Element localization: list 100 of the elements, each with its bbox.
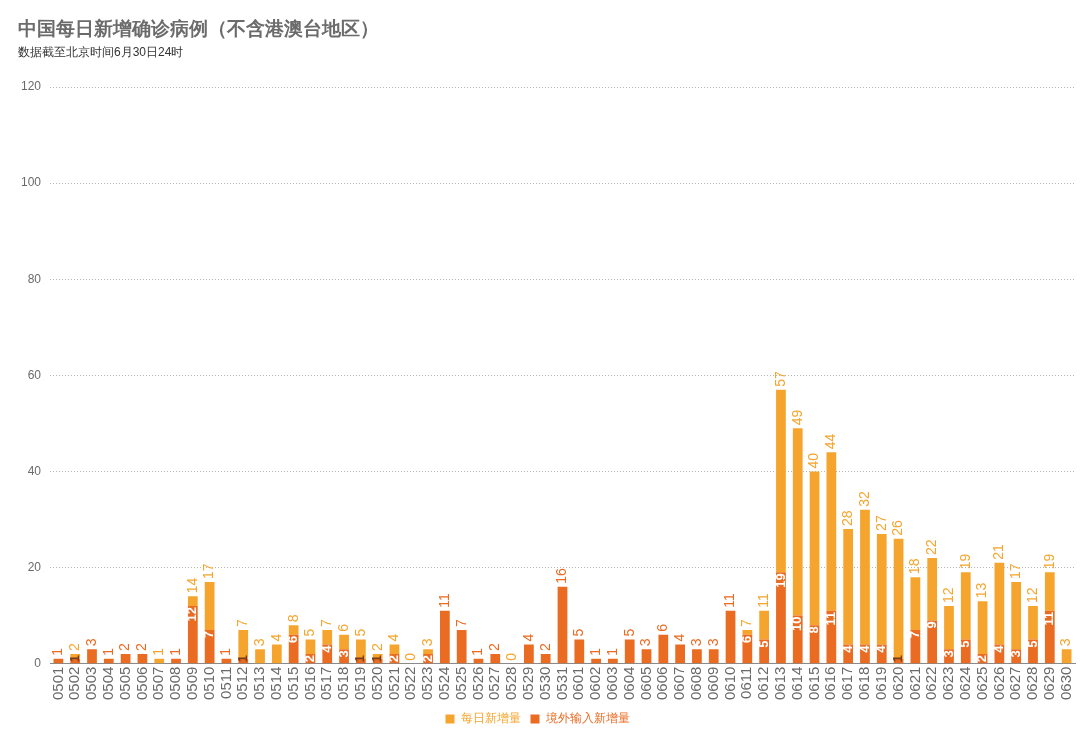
data-label: 1 [469,647,486,656]
data-label: 19 [772,573,788,588]
x-tick-label: 0614 [787,666,805,701]
total-label: 4 [385,633,402,642]
total-label: 19 [1040,553,1057,570]
x-tick-label: 0521 [384,666,402,701]
total-label: 2 [66,643,83,652]
data-label: 1 [890,654,906,663]
bar [591,658,601,664]
x-tick-label: 0626 [989,666,1007,701]
total-label: 17 [200,563,217,579]
bar [423,649,433,655]
bar [187,596,198,606]
data-label: 2 [386,655,402,663]
bar [120,654,131,664]
x-tick-label: 0620 [888,666,906,701]
bar [725,610,736,664]
bar [826,452,837,611]
bar [994,562,1005,645]
data-label: 10 [789,616,805,632]
data-label: 1 [166,647,183,656]
x-tick-label: 0609 [703,666,721,701]
bar [641,649,652,664]
bar [204,629,215,664]
data-label: 11 [1041,611,1057,626]
x-tick-label: 0522 [401,666,419,701]
x-tick-label: 0520 [367,666,385,701]
x-tick-label: 0607 [670,666,688,701]
bar [927,557,938,621]
data-label: 7 [906,630,922,639]
x-tick-label: 0524 [435,666,453,701]
data-label: 4 [267,633,284,642]
total-label: 17 [1007,563,1024,579]
x-tick-label: 0528 [502,666,520,701]
total-label: 7 [234,618,251,627]
data-label: 4 [519,633,536,642]
data-label: 4 [318,644,334,653]
data-label: 1 [66,654,82,663]
data-label: 3 [687,638,704,647]
data-label: 3 [637,638,654,647]
total-label: 13 [973,582,990,599]
data-label: 2 [302,655,318,663]
bar [490,654,501,664]
data-label: 5 [755,640,771,648]
x-tick-label: 0622 [922,666,940,701]
x-tick-label: 0606 [653,666,671,701]
bar [271,644,282,664]
x-tick-label: 0619 [871,666,889,701]
total-label: 12 [939,587,956,603]
data-label: 2 [419,655,435,663]
total-label: 40 [805,452,822,469]
total-label: 49 [788,409,805,426]
data-label: 1 [150,647,167,656]
data-label: 16 [553,567,570,584]
x-tick-label: 0629 [1039,666,1057,701]
x-tick-label: 0517 [317,666,335,701]
x-tick-label: 0506 [132,666,150,701]
x-tick-label: 0516 [300,666,318,701]
total-label: 12 [1023,587,1040,603]
bar [927,620,938,664]
total-label: 7 [318,618,335,627]
bar [708,649,719,664]
total-label: 27 [872,515,889,531]
bar [675,644,685,664]
bar [1028,605,1038,640]
data-label: 2 [133,643,150,652]
data-label: 4 [856,644,872,653]
data-label: 9 [923,621,939,629]
x-tick-label: 0616 [821,666,839,701]
data-label: 5 [570,628,587,637]
total-label: 3 [418,638,435,647]
x-tick-label: 0612 [754,666,772,701]
x-tick-label: 0601 [569,666,587,701]
bar [137,654,148,664]
x-tick-label: 0617 [838,666,856,701]
bar [540,654,551,664]
total-label: 11 [755,593,771,608]
x-tick-label: 0623 [939,666,957,701]
data-label: 1 [217,647,234,656]
total-label: 21 [990,543,1007,560]
data-label: 8 [806,626,822,634]
data-label: 7 [201,630,217,639]
x-tick-label: 0627 [1006,666,1024,701]
x-tick-label: 0529 [519,666,537,701]
data-label: 1 [352,654,368,663]
total-label: 5 [351,628,368,637]
legend-label: 每日新增量 [460,711,521,726]
bar [624,639,635,664]
x-tick-label: 0621 [905,666,923,701]
x-tick-label: 0603 [603,666,621,701]
x-tick-label: 0518 [334,666,352,701]
data-label: 11 [721,593,738,608]
data-label: 5 [957,640,973,648]
bar [1061,649,1072,664]
x-tick-label: 0628 [1023,666,1041,701]
data-label: 2 [536,643,553,652]
bar [154,658,165,664]
bar [87,649,97,664]
total-label: 57 [771,370,788,387]
x-tick-label: 0507 [149,666,167,701]
